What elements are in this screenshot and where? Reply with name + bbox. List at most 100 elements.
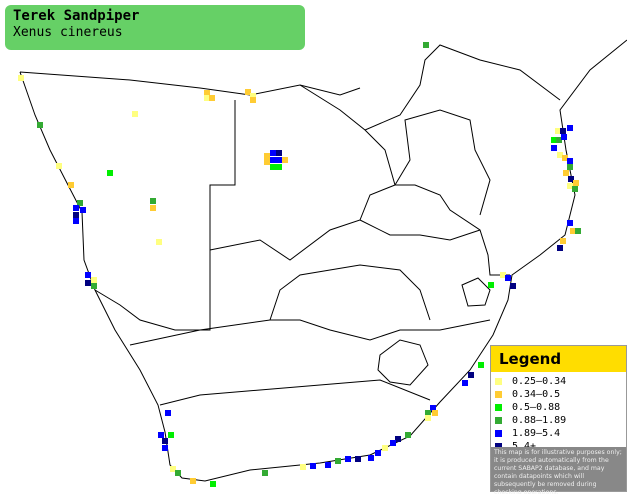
record-square	[382, 445, 388, 451]
legend-label: 0.5–0.88	[512, 402, 561, 413]
record-square	[567, 164, 573, 170]
record-square	[270, 157, 276, 163]
record-square	[270, 164, 276, 170]
legend-swatch	[495, 404, 502, 411]
record-square	[209, 95, 215, 101]
record-square	[560, 128, 566, 134]
record-square	[557, 245, 563, 251]
coastline	[19, 39, 627, 482]
record-square	[368, 455, 374, 461]
border	[129, 319, 491, 346]
record-square	[335, 458, 341, 464]
record-square	[18, 75, 24, 81]
legend-label: 0.34–0.5	[512, 389, 561, 400]
data-points	[18, 42, 581, 487]
record-square	[575, 228, 581, 234]
record-square	[468, 372, 474, 378]
record-square	[551, 137, 557, 143]
record-square	[276, 164, 282, 170]
record-square	[390, 440, 396, 446]
record-square	[158, 432, 164, 438]
record-square	[56, 163, 62, 169]
record-square	[567, 158, 573, 164]
record-square	[204, 95, 210, 101]
outlines	[19, 39, 627, 482]
record-square	[423, 42, 429, 48]
record-square	[345, 456, 351, 462]
record-square	[91, 283, 97, 289]
record-square	[245, 89, 251, 95]
record-square	[325, 462, 331, 468]
record-square	[77, 200, 83, 206]
record-square	[555, 128, 561, 134]
record-square	[107, 170, 113, 176]
lesotho	[377, 339, 429, 386]
border	[19, 71, 361, 96]
legend: Legend 0.25–0.34 0.34–0.5 0.5–0.88 0.88–1.8…	[490, 345, 627, 494]
legend-swatch	[495, 391, 502, 398]
record-square	[165, 410, 171, 416]
record-square	[204, 90, 210, 96]
record-square	[162, 445, 168, 451]
border	[209, 184, 396, 261]
legend-item: 0.34–0.5	[495, 388, 626, 401]
record-square	[276, 157, 282, 163]
record-square	[264, 159, 270, 165]
record-square	[250, 97, 256, 103]
record-square	[568, 176, 574, 182]
record-square	[462, 380, 468, 386]
record-square	[395, 436, 401, 442]
record-square	[560, 238, 566, 244]
record-square	[170, 466, 176, 472]
record-square	[572, 186, 578, 192]
record-square	[73, 212, 79, 218]
record-square	[300, 464, 306, 470]
border	[359, 219, 481, 241]
legend-item: 0.5–0.88	[495, 401, 626, 414]
record-square	[282, 157, 288, 163]
record-square	[85, 272, 91, 278]
border	[159, 379, 431, 406]
record-square	[478, 362, 484, 368]
record-square	[190, 478, 196, 484]
record-square	[355, 456, 361, 462]
legend-swatch	[495, 378, 502, 385]
record-square	[132, 111, 138, 117]
legend-items: 0.25–0.34 0.34–0.5 0.5–0.88 0.88–1.89 1.89–5…	[491, 372, 626, 453]
record-square	[430, 405, 436, 411]
record-square	[567, 125, 573, 131]
legend-label: 5.4+	[512, 441, 536, 452]
record-square	[250, 93, 256, 99]
record-square	[276, 150, 282, 156]
legend-item: 1.89–5.4	[495, 427, 626, 440]
record-square	[425, 415, 431, 421]
record-square	[425, 410, 431, 416]
record-square	[175, 470, 181, 476]
border	[269, 264, 431, 321]
record-square	[432, 410, 438, 416]
record-square	[73, 205, 79, 211]
record-square	[563, 170, 569, 176]
record-square	[562, 155, 568, 161]
subtitle: Xenus cinereus	[13, 25, 123, 40]
record-square	[557, 152, 563, 158]
legend-label: 1.89–5.4	[512, 428, 561, 439]
title: Terek Sandpiper	[13, 8, 140, 24]
record-square	[488, 282, 494, 288]
legend-label: 0.25–0.34	[512, 376, 567, 387]
legend-item: 0.25–0.34	[495, 375, 626, 388]
record-square	[150, 205, 156, 211]
record-square	[73, 218, 79, 224]
record-square	[561, 134, 567, 140]
record-square	[310, 463, 316, 469]
record-square	[85, 280, 91, 286]
legend-item: 0.88–1.89	[495, 414, 626, 427]
record-square	[68, 182, 74, 188]
record-square	[270, 150, 276, 156]
record-square	[505, 275, 511, 281]
record-square	[37, 122, 43, 128]
record-square	[150, 198, 156, 204]
record-square	[262, 470, 268, 476]
